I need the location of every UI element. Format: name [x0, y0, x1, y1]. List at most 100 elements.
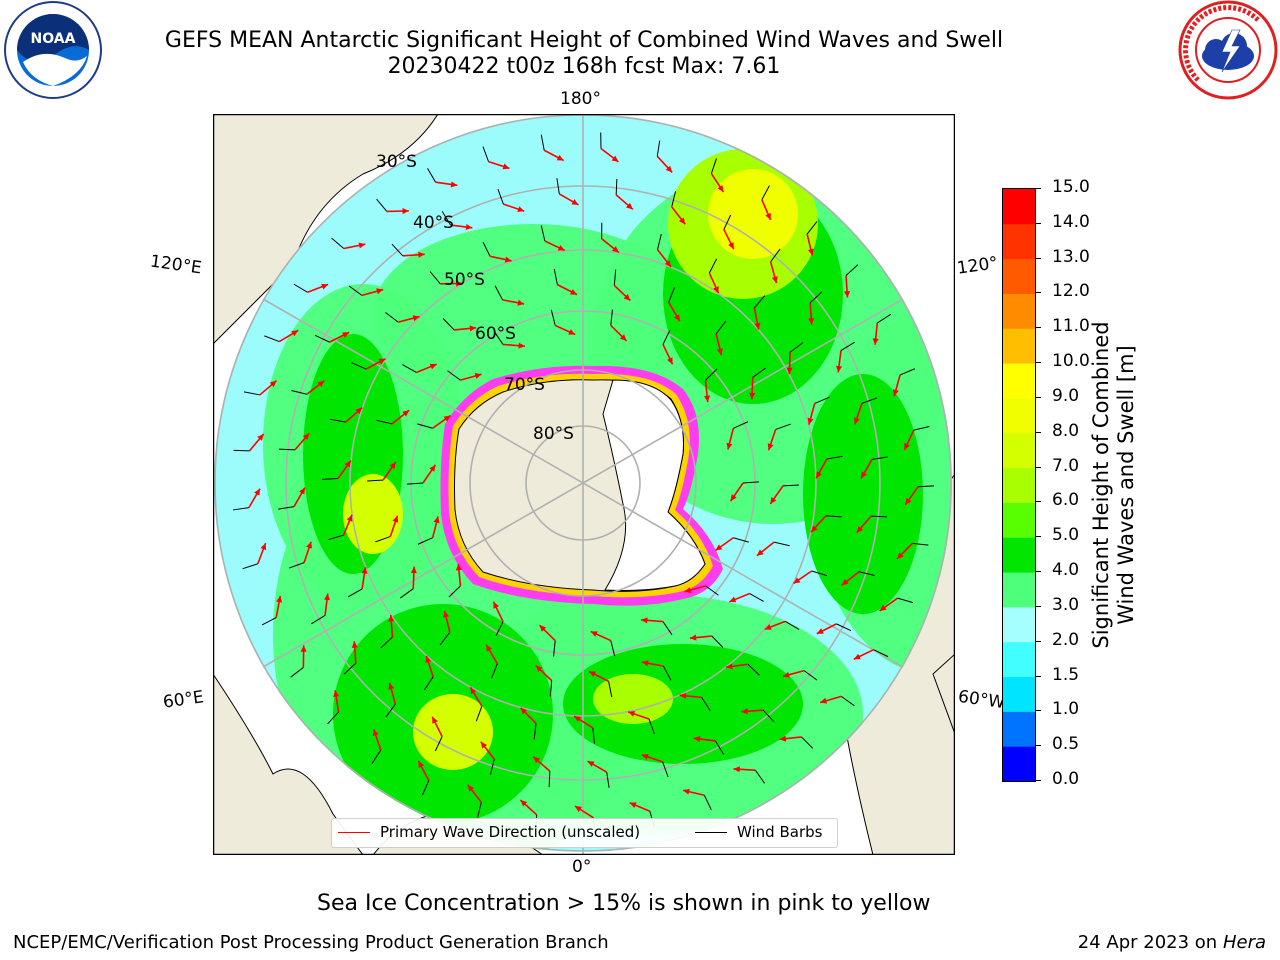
- wave-arrow-head: [355, 407, 363, 415]
- wind-barb: [836, 623, 852, 632]
- wave-arrow-head: [587, 761, 595, 767]
- wave-arrow-head: [754, 322, 761, 330]
- wind-barb: [662, 761, 669, 778]
- wind-barb: [749, 593, 764, 602]
- wave-arrow-head: [856, 526, 864, 533]
- wave-arrow-head: [333, 690, 340, 698]
- colorbar-tick-label: 3.0: [1052, 594, 1080, 615]
- lat-label-50s: 50°S: [444, 270, 485, 290]
- wave-arrow-head: [535, 665, 543, 672]
- footer-date: 24 Apr 2023 on Hera: [1078, 932, 1266, 953]
- wave-arrow-head: [429, 464, 436, 472]
- wave-arrow-head: [816, 628, 824, 634]
- wave-arrow-head: [728, 242, 734, 250]
- legend-wave-line: [338, 832, 370, 833]
- wind-barb: [376, 198, 388, 212]
- wind-barb: [371, 749, 382, 764]
- wind-barb: [550, 309, 556, 326]
- wave-arrow-head: [905, 497, 912, 505]
- wave-arrow-head: [402, 410, 410, 417]
- wind-barb: [448, 585, 461, 598]
- wave-arrow-head: [853, 653, 861, 660]
- wave-arrow-head: [820, 697, 828, 704]
- wind-barb: [367, 479, 384, 482]
- colorbar-tick-mark: [1035, 536, 1041, 538]
- wind-barb: [755, 769, 766, 784]
- wave-arrow-head: [767, 443, 774, 451]
- wave-arrow-head: [502, 163, 510, 170]
- wind-barb: [423, 676, 434, 691]
- wave-arrow-head: [628, 711, 636, 717]
- wind-barb: [327, 711, 339, 725]
- wind-barb: [491, 663, 498, 679]
- colorbar-svg: [1003, 189, 1035, 782]
- colorbar-bin: [1003, 223, 1035, 260]
- wind-barb: [407, 482, 424, 485]
- wave-arrow-head: [629, 802, 637, 808]
- wave-arrow-head: [713, 286, 719, 294]
- wave-arrow-head: [590, 631, 598, 637]
- wind-barb: [657, 233, 662, 250]
- wind-barb: [761, 185, 770, 200]
- colorbar-title-line-1: Significant Height of Combined: [1089, 321, 1113, 649]
- lon-label-60e: 60°E: [161, 687, 206, 713]
- wind-barb: [861, 397, 878, 404]
- wind-barb: [233, 507, 249, 511]
- wave-arrow-head: [807, 248, 814, 256]
- colorbar-bin: [1003, 537, 1035, 573]
- wave-arrow-head: [470, 687, 477, 695]
- colorbar-bin: [1003, 258, 1035, 294]
- wave-arrow-head: [418, 761, 425, 769]
- wind-barb: [752, 367, 767, 378]
- colorbar-tick-mark: [1035, 188, 1041, 189]
- wind-barb: [293, 283, 308, 293]
- wave-arrow-head: [733, 766, 740, 773]
- wind-barb: [494, 285, 503, 301]
- colorbar-bin: [1003, 502, 1035, 538]
- wave-arrow-head: [351, 641, 358, 648]
- wave-arrow-head: [765, 212, 771, 220]
- wave-arrow-head: [730, 494, 737, 502]
- wind-barb: [708, 258, 718, 274]
- wave-arrow-head: [571, 199, 579, 205]
- wind-barb: [399, 588, 414, 599]
- noaa-logo-text: NOAA: [31, 31, 76, 47]
- nws-logo: [1178, 0, 1278, 100]
- wind-barb: [278, 448, 295, 451]
- wind-barb: [495, 621, 504, 637]
- wind-barb: [417, 423, 433, 429]
- wind-barb: [329, 418, 346, 423]
- wave-arrow-head: [269, 380, 277, 388]
- wave-arrow-head: [771, 276, 778, 284]
- colorbar-tick-mark: [1035, 222, 1041, 224]
- wave-arrow-head: [623, 294, 631, 301]
- wave-arrow-head: [568, 329, 576, 335]
- wind-barb: [242, 563, 259, 570]
- wave-arrow-head: [300, 645, 307, 652]
- wave-arrow-head: [418, 251, 425, 258]
- colorbar-tick-label: 9.0: [1052, 385, 1080, 406]
- colorbar-tick-mark: [1035, 675, 1041, 677]
- wave-arrow-head: [358, 242, 366, 249]
- wind-barb: [615, 178, 618, 195]
- wind-barb: [322, 478, 339, 480]
- colorbar-title: Significant Height of Combined Wind Wave…: [1089, 275, 1139, 695]
- wave-arrow-head: [879, 604, 887, 611]
- wind-barb: [840, 341, 855, 351]
- wind-barb: [784, 620, 800, 630]
- colorbar-tick-label: 13.0: [1052, 246, 1090, 267]
- wave-arrow-head: [782, 671, 790, 678]
- wave-arrow-head: [689, 634, 697, 641]
- map-legend: Primary Wave Direction (unscaled) Wind B…: [331, 818, 838, 848]
- colorbar-tick-mark: [1035, 362, 1041, 364]
- colorbar-bin: [1003, 676, 1035, 712]
- colorbar-tick-label: 8.0: [1052, 420, 1080, 441]
- wave-arrow-head: [726, 663, 733, 670]
- wind-barb: [899, 368, 916, 376]
- wave-arrow-head: [433, 516, 440, 524]
- wave-arrow-head: [619, 334, 627, 341]
- wind-barb: [703, 795, 712, 810]
- wave-arrow-head: [574, 716, 582, 723]
- colorbar-tick-label: 6.0: [1052, 490, 1080, 511]
- wave-arrow-head: [299, 487, 305, 495]
